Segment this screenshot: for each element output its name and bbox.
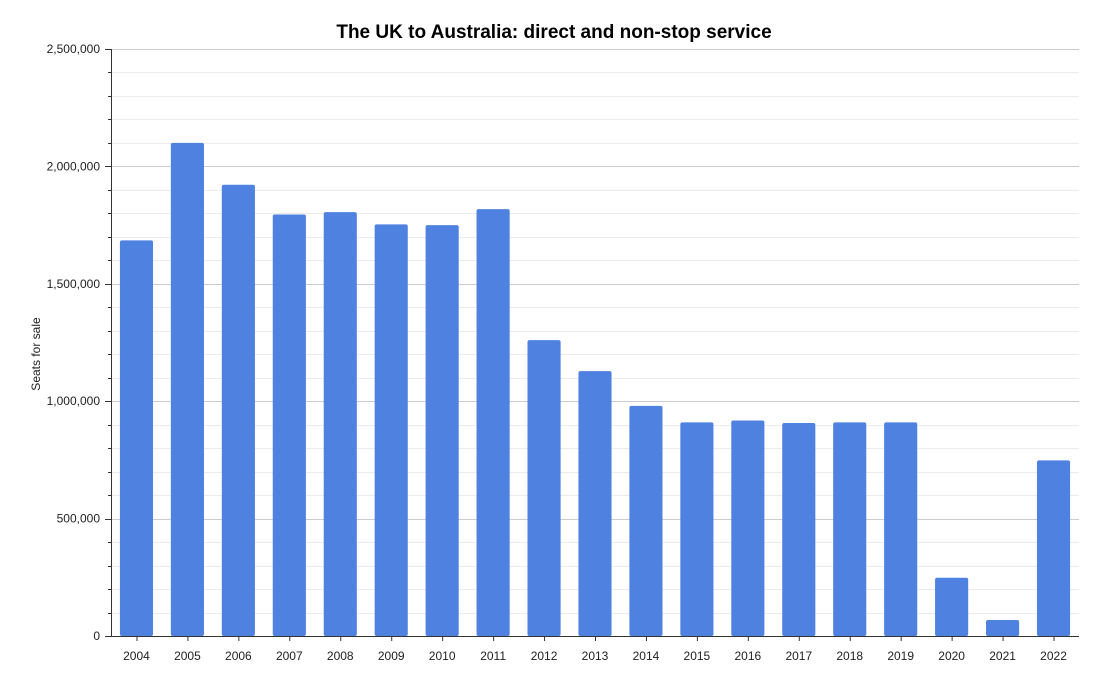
y-tick-label: 1,000,000 [47,394,101,408]
x-tick-label-2013: 2013 [582,649,609,663]
x-tick-label-2006: 2006 [225,649,252,663]
y-axis-title: Seats for sale [29,317,43,391]
x-tick-label-2019: 2019 [887,649,914,663]
bars [119,142,1071,637]
gridlines [111,49,1079,614]
bar-2020 [935,577,969,636]
x-tick-label-2020: 2020 [938,649,965,663]
bar-2015 [680,422,714,636]
x-tick-label-2008: 2008 [327,649,354,663]
x-tick-label-2007: 2007 [276,649,303,663]
bar-2011 [476,209,510,636]
bar-2008 [323,212,357,636]
x-tick-label-2011: 2011 [480,649,506,663]
axes: 2004 2005 2006 2007 2008 2009 2010 2011 2012 2013… [47,42,1079,663]
bar-2018 [833,422,867,636]
bar-2006 [221,184,255,636]
x-tick-label-2009: 2009 [378,649,405,663]
x-tick-label-2012: 2012 [531,649,558,663]
x-tick-label-2004: 2004 [123,649,150,663]
y-tick-label: 2,000,000 [47,159,101,173]
y-tick-label: 2,500,000 [47,42,101,56]
y-tick-label: 0 [93,629,100,643]
bar-2022 [1036,460,1071,636]
y-tick-label: 1,500,000 [47,277,101,291]
bar-2017 [782,423,816,636]
x-tick-label-2014: 2014 [633,649,660,663]
x-tick-label-2017: 2017 [785,649,812,663]
bar-2012 [527,340,561,636]
x-tick-label-2016: 2016 [734,649,761,663]
bar-2014 [629,405,663,636]
x-tick-label-2018: 2018 [836,649,863,663]
x-tick-label-2005: 2005 [174,649,201,663]
bar-2016 [731,420,765,636]
x-tick-label-2022: 2022 [1040,649,1067,663]
bar-2005 [170,142,204,637]
bar-2007 [272,214,306,636]
x-tick-label-2015: 2015 [684,649,711,663]
chart-title: The UK to Australia: direct and non-stop… [336,22,771,43]
x-tick-label-2021: 2021 [989,649,1016,663]
bar-2019 [884,422,918,636]
bar-2010 [425,225,459,636]
y-tick-label: 500,000 [57,512,101,526]
bar-2013 [578,371,612,636]
bar-2021 [986,620,1020,636]
bar-2009 [374,224,408,636]
x-tick-label-2010: 2010 [429,649,456,663]
bar-2004 [119,240,154,636]
